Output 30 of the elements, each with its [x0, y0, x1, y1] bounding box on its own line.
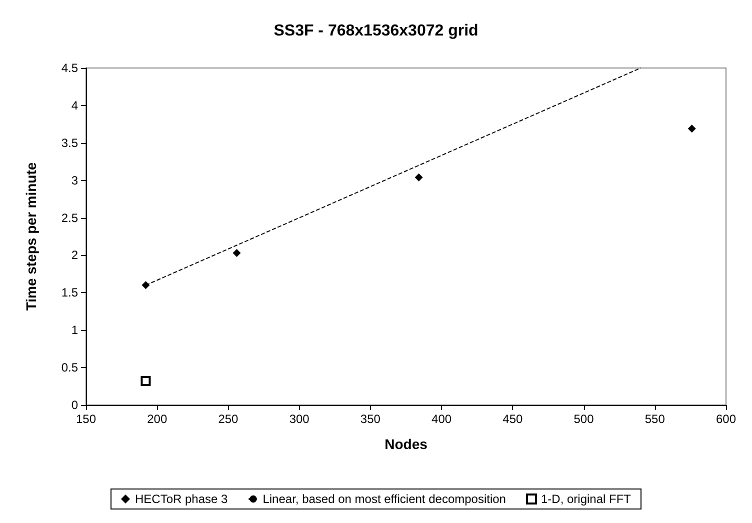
x-tick-label: 500 — [574, 412, 594, 426]
legend-label: Linear, based on most efficient decomposition — [262, 492, 506, 506]
x-tick-label: 600 — [716, 412, 736, 426]
x-tick-label: 150 — [76, 412, 96, 426]
point — [414, 173, 423, 182]
chart-title: SS3F - 768x1536x3072 grid — [274, 22, 478, 40]
point — [688, 124, 696, 133]
x-tick-label: 300 — [289, 412, 310, 426]
y-tick-label: 0.5 — [61, 360, 78, 375]
point — [140, 376, 151, 386]
y-tick-label: 2 — [71, 248, 78, 262]
legend-label: HECToR phase 3 — [135, 492, 228, 506]
y-axis-title: Time steps per minute — [23, 162, 39, 311]
x-tick-label: 450 — [502, 412, 523, 426]
y-tick-label: 3 — [71, 173, 78, 188]
y-tick-label: 0 — [71, 398, 78, 412]
x-tick-label: 200 — [147, 412, 168, 426]
y-tick-label: 4.5 — [61, 61, 78, 75]
y-tick-label: 3.5 — [61, 136, 78, 150]
x-tick-label: 250 — [218, 412, 239, 426]
point — [232, 248, 241, 257]
y-tick-label: 1.5 — [61, 286, 78, 300]
x-tick-label: 350 — [360, 412, 381, 426]
y-tick-label: 1 — [71, 323, 78, 338]
x-tick-label: 400 — [432, 412, 452, 426]
x-tick-label: 550 — [644, 412, 666, 426]
y-tick-label: 4 — [71, 98, 78, 112]
y-tick-label: 2.5 — [61, 210, 78, 225]
legend-label: 1-D, original FFT — [540, 492, 632, 506]
x-axis-title: Nodes — [384, 436, 428, 452]
